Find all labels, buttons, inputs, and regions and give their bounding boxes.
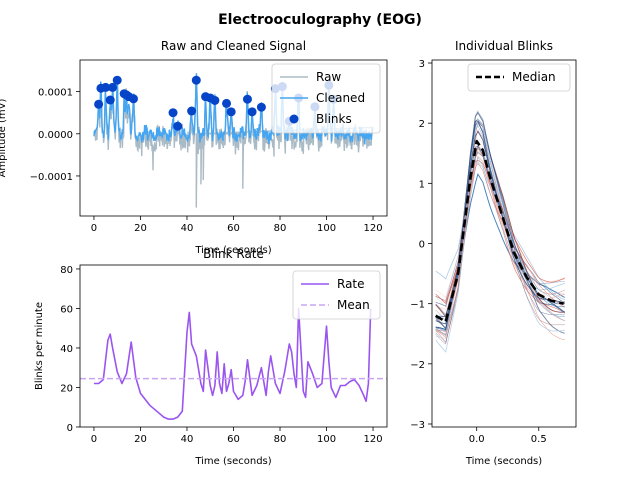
- individual-blink-line: [435, 152, 565, 321]
- blink-marker: [105, 95, 115, 105]
- blinks-axes-frame: [431, 59, 577, 428]
- signal-title: Raw and Cleaned Signal: [161, 39, 306, 53]
- blinks-ytick-label: 1: [419, 179, 425, 190]
- rate-ytick-label: 80: [60, 265, 73, 276]
- rate-xtick-label: 60: [227, 434, 240, 445]
- signal-ytick-label: −0.0001: [30, 172, 73, 183]
- blink-marker: [128, 94, 138, 104]
- blinks-xtick-label: 0.5: [531, 434, 547, 445]
- rate-ytick-label: 20: [60, 383, 73, 394]
- blink-marker: [226, 107, 236, 117]
- blinks-ytick-label: −1: [410, 300, 425, 311]
- signal-xlabel: Time (seconds): [194, 245, 271, 256]
- signal-xtick-label: 20: [134, 223, 147, 234]
- rate-xtick-label: 0: [91, 434, 97, 445]
- rate-xtick-label: 120: [363, 434, 382, 445]
- blink-marker: [94, 99, 104, 109]
- rate-ylabel: Blinks per minute: [34, 302, 45, 390]
- rate-legend: Rate Mean: [292, 270, 381, 320]
- rate-xtick-label: 100: [317, 434, 336, 445]
- blink-marker: [210, 95, 220, 105]
- legend-label: Raw: [316, 70, 341, 84]
- figure-title: Electrooculography (EOG): [218, 12, 422, 28]
- rate-xtick-label: 40: [181, 434, 194, 445]
- legend-label: Blinks: [316, 112, 352, 126]
- signal-xtick-label: 80: [274, 223, 287, 234]
- individual-blink-line: [435, 151, 565, 316]
- signal-xtick-label: 100: [317, 223, 336, 234]
- legend-frame: [467, 63, 571, 92]
- rate-ytick-label: 60: [60, 304, 73, 315]
- signal-xtick-label: 120: [363, 223, 382, 234]
- blinks-ytick-label: −3: [410, 420, 425, 431]
- legend-frame: [292, 270, 381, 320]
- individual-blink-line: [435, 123, 565, 345]
- blink-marker: [222, 98, 232, 108]
- signal-xtick-label: 0: [91, 223, 97, 234]
- blink-marker: [247, 107, 257, 117]
- individual-blink-line: [435, 147, 565, 335]
- rate-title: Blink Rate: [203, 247, 264, 261]
- individual-blink-line: [435, 156, 565, 336]
- signal-xtick-label: 40: [181, 223, 194, 234]
- signal-ytick-label: 0.0000: [38, 130, 73, 141]
- individual-blink-line: [435, 162, 565, 308]
- blink-marker: [168, 108, 178, 118]
- blinks-ytick-label: 0: [419, 240, 425, 251]
- legend-label: Median: [512, 70, 556, 84]
- blinks-ytick-label: 2: [419, 119, 425, 130]
- blink-marker: [112, 75, 122, 85]
- signal-ylabel: Amplitude (mV): [0, 98, 8, 177]
- signal-legend: Raw Cleaned Blinks: [271, 63, 381, 134]
- legend-label: Mean: [337, 298, 370, 312]
- blink-marker: [242, 94, 252, 104]
- blinks-title: Individual Blinks: [455, 39, 553, 53]
- blinks-legend: Median: [467, 63, 571, 92]
- legend-label: Cleaned: [316, 91, 365, 105]
- rate-xlabel: Time (seconds): [194, 456, 271, 467]
- blink-marker: [256, 102, 266, 112]
- legend-frame: [271, 63, 381, 134]
- median-blink-line: [435, 139, 564, 324]
- blinks-xtick-label: 0.0: [469, 434, 485, 445]
- blink-marker: [108, 82, 118, 92]
- signal-xtick-label: 60: [227, 223, 240, 234]
- blinks-xlabel: Time (seconds): [465, 456, 542, 467]
- blink-rate-line: [94, 307, 372, 420]
- blinks-plot-area: [435, 110, 566, 353]
- individual-blink-line: [435, 118, 565, 353]
- individual-blinks-panel: 0.0 0.5 −3 −2 −1 0 1 2 3 Individual Blinks Time (s…: [410, 39, 577, 467]
- signal-panel: 0 20 40 60 80 100 120 −0.0001 0.0000 0.0001 Raw an…: [0, 39, 388, 256]
- legend-blinks-swatch: [289, 114, 299, 124]
- blink-marker: [101, 82, 111, 92]
- rate-ytick-label: 0: [67, 423, 73, 434]
- legend-label: Rate: [337, 277, 365, 291]
- blinks-ytick-label: −2: [410, 360, 425, 371]
- individual-blink-line: [435, 130, 565, 325]
- rate-ytick-label: 40: [60, 344, 73, 355]
- rate-xtick-label: 20: [134, 434, 147, 445]
- blinks-ytick-label: 3: [419, 59, 425, 70]
- rate-xtick-label: 80: [274, 434, 287, 445]
- rate-plot-area: [80, 307, 387, 420]
- blink-marker: [173, 121, 183, 131]
- signal-ytick-label: 0.0001: [38, 88, 73, 99]
- blink-marker: [187, 106, 197, 116]
- blink-marker: [191, 75, 201, 85]
- individual-blink-line: [435, 129, 565, 344]
- individual-blink-line: [435, 144, 565, 343]
